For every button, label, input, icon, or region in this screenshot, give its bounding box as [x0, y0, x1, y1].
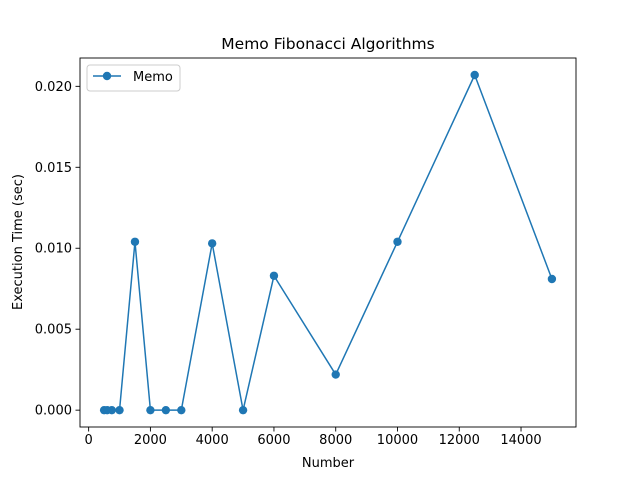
legend-box [86, 64, 181, 92]
data-point [130, 237, 140, 246]
x-tick-label: 10000 [377, 433, 418, 448]
data-point [470, 70, 479, 80]
legend-label: Memo [133, 70, 173, 85]
chart-title: Memo Fibonacci Algorithms [221, 35, 434, 53]
data-point [238, 405, 248, 415]
data-point [393, 237, 402, 246]
y-tick-label: 0.005 [35, 323, 72, 338]
data-point [207, 239, 217, 248]
x-tick-label: 8000 [319, 433, 352, 448]
data-point [177, 405, 186, 415]
data-point [107, 405, 117, 415]
legend-marker [102, 71, 112, 81]
y-tick-label: 0.010 [35, 242, 72, 257]
x-tick-label: 14000 [500, 433, 541, 448]
y-tick-label: 0.015 [35, 161, 72, 176]
x-tick-label: 2000 [134, 433, 167, 448]
y-tick-label: 0.020 [35, 80, 72, 95]
data-point [269, 271, 279, 280]
x-tick-label: 0 [85, 433, 93, 448]
data-point [547, 274, 557, 284]
legend: Memo [86, 64, 181, 92]
data-point [331, 370, 340, 379]
data-point [115, 405, 124, 415]
x-tick-label: 12000 [439, 433, 480, 448]
data-point [161, 405, 171, 415]
axes-frame [79, 57, 577, 428]
data-point [146, 405, 155, 415]
x-tick-label: 6000 [257, 433, 290, 448]
y-tick-label: 0.000 [35, 404, 72, 419]
plot-area: 0 2000 4000 6000 8000 10000 12000 14000 0.000 0.0… [35, 57, 577, 448]
y-axis-label: Execution Time (sec) [11, 174, 26, 310]
x-tick-label: 4000 [196, 433, 229, 448]
x-axis-label: Number [302, 456, 355, 471]
